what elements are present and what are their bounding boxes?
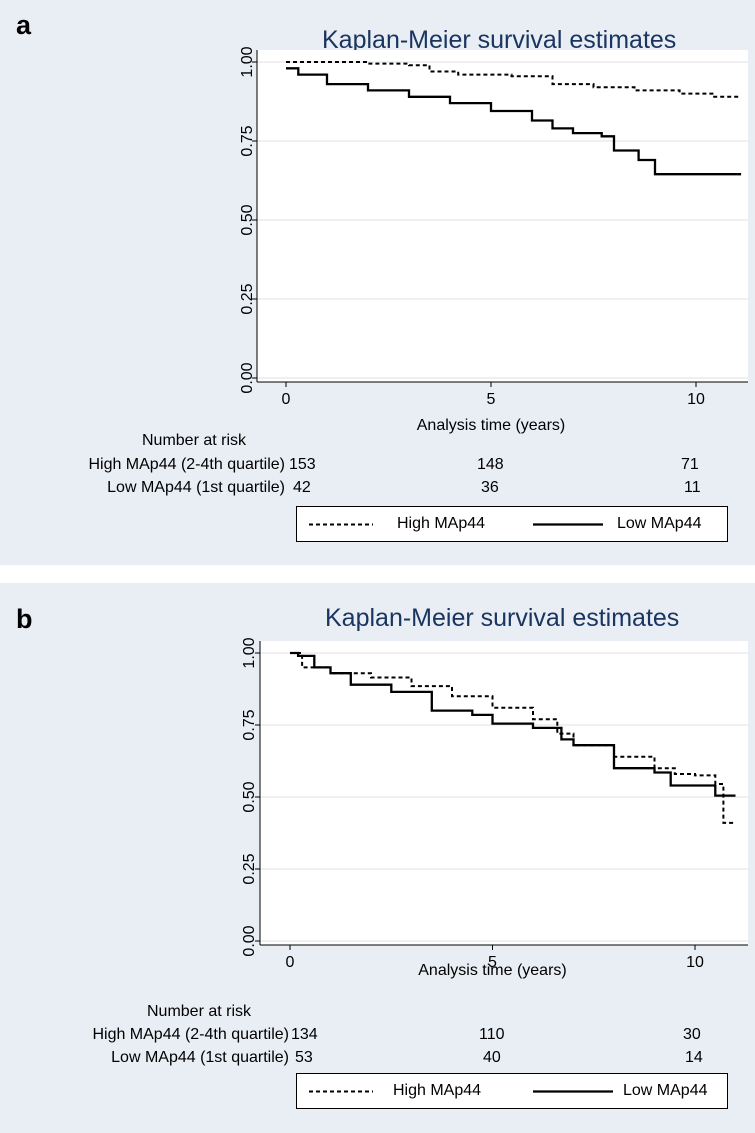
survival-curve-high-map44 xyxy=(286,61,742,98)
legend-dashed-line-icon xyxy=(309,523,373,526)
risk-value: 36 xyxy=(481,479,499,496)
risk-row-label-high: High MAp44 (2-4th quartile) xyxy=(92,1026,289,1043)
y-tick-label: 0.25 xyxy=(239,283,256,314)
x-axis-title: Analysis time (years) xyxy=(418,962,566,979)
y-tick-label: 0.00 xyxy=(239,362,256,393)
risk-value: 110 xyxy=(479,1026,505,1043)
survival-curve-low-map44 xyxy=(290,651,736,797)
survival-curve-low-map44 xyxy=(286,67,742,176)
chart-title: Kaplan-Meier survival estimates xyxy=(325,604,680,632)
risk-value: 134 xyxy=(291,1026,318,1043)
x-tick-label: 0 xyxy=(282,391,291,408)
risk-row-label-high: High MAp44 (2-4th quartile) xyxy=(88,456,285,473)
risk-value: 153 xyxy=(289,456,316,473)
plot-area xyxy=(257,50,748,382)
risk-row-label-low: Low MAp44 (1st quartile) xyxy=(111,1049,289,1066)
legend-dashed-line-icon xyxy=(309,1090,373,1093)
risk-value: 40 xyxy=(483,1049,501,1066)
x-tick-label: 5 xyxy=(488,954,497,971)
legend-label-high: High MAp44 xyxy=(393,1082,482,1099)
y-tick-label: 0.50 xyxy=(239,204,256,235)
km-plot-b: 0.00 0.25 0.50 0.75 1.00 0 5 10 Analysis time (y… xyxy=(241,637,748,979)
legend-label-high: High MAp44 xyxy=(397,515,486,532)
risk-value: 14 xyxy=(685,1049,703,1066)
risk-value: 71 xyxy=(681,456,699,473)
legend-solid-line-icon xyxy=(533,1090,613,1093)
risk-value: 148 xyxy=(477,456,504,473)
risk-value: 11 xyxy=(684,479,701,496)
risk-row-label-low: Low MAp44 (1st quartile) xyxy=(107,479,285,496)
x-tick-label: 10 xyxy=(687,391,705,408)
risk-table-title: Number at risk xyxy=(147,1003,252,1020)
x-tick-label: 10 xyxy=(686,954,704,971)
survival-curve-high-map44 xyxy=(290,652,736,824)
legend-label-low: Low MAp44 xyxy=(617,515,702,532)
legend: High MAp44 Low MAp44 xyxy=(296,506,728,542)
y-tick-label: 1.00 xyxy=(239,46,256,77)
risk-value: 42 xyxy=(293,479,311,496)
legend-label-low: Low MAp44 xyxy=(623,1082,708,1099)
risk-value: 30 xyxy=(683,1026,701,1043)
legend-solid-line-icon xyxy=(533,523,603,526)
risk-table-title: Number at risk xyxy=(142,432,247,449)
risk-value: 53 xyxy=(295,1049,313,1066)
x-tick-label: 5 xyxy=(487,391,496,408)
y-tick-label: 0.00 xyxy=(241,925,258,956)
y-tick-label: 0.50 xyxy=(241,781,258,812)
y-tick-label: 0.25 xyxy=(241,853,258,884)
y-tick-label: 1.00 xyxy=(241,637,258,668)
x-axis-title: Analysis time (years) xyxy=(417,417,565,434)
panel-b: b Kaplan-Meier survival estimates 0.00 0.… xyxy=(0,583,755,1133)
y-tick-label: 0.75 xyxy=(239,125,256,156)
panel-a: a Kaplan-Meier survival estimates 0.00 0.… xyxy=(0,0,755,565)
x-tick-label: 0 xyxy=(286,954,295,971)
legend: High MAp44 Low MAp44 xyxy=(296,1073,728,1109)
panel-letter: a xyxy=(16,10,32,40)
y-tick-label: 0.75 xyxy=(241,709,258,740)
km-plot-a: 0.00 0.25 0.50 0.75 1.00 0 5 10 Analysis time (y… xyxy=(239,46,748,434)
panel-letter: b xyxy=(16,604,33,634)
plot-area xyxy=(260,641,748,945)
chart-title: Kaplan-Meier survival estimates xyxy=(322,26,677,54)
